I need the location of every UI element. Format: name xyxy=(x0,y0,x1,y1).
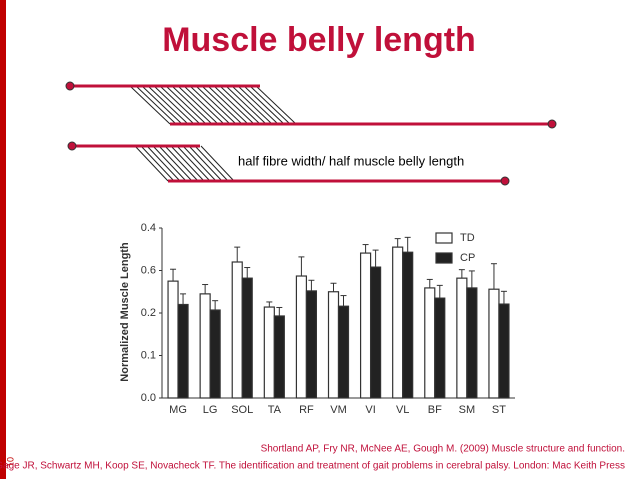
bar xyxy=(392,246,404,399)
x-tick-label: LG xyxy=(203,404,218,416)
annotation: half fibre width/ half muscle belly leng… xyxy=(238,153,464,168)
hatch xyxy=(194,145,229,182)
hatch xyxy=(153,85,195,125)
hatch xyxy=(195,85,237,125)
x-tick-label: BF xyxy=(428,404,442,416)
hatch xyxy=(140,145,175,182)
y-tick-label: 0.0 xyxy=(141,392,156,404)
bar xyxy=(466,287,478,399)
hatch xyxy=(189,85,231,125)
hatch xyxy=(225,85,267,125)
bar xyxy=(337,305,350,399)
bar xyxy=(498,303,510,399)
y-tick-label: 0.6 xyxy=(141,264,156,276)
y-tick-label: 0.1 xyxy=(141,349,156,361)
x-tick-label: SM xyxy=(459,404,476,416)
fibre-diagram xyxy=(65,81,557,186)
side-strip xyxy=(0,0,6,479)
x-tick-label: ST xyxy=(492,404,506,416)
hatch xyxy=(201,85,243,125)
hatch xyxy=(159,85,201,125)
bar xyxy=(327,291,340,399)
bar xyxy=(167,280,179,399)
hatch xyxy=(249,85,291,125)
bar xyxy=(295,275,308,399)
hatch xyxy=(158,145,193,182)
hatch xyxy=(177,85,219,125)
hatch xyxy=(164,145,199,182)
slide-number: 10 xyxy=(5,457,15,467)
hatch xyxy=(171,85,213,125)
hatch xyxy=(219,85,261,125)
hatch xyxy=(183,85,225,125)
hatch xyxy=(207,85,249,125)
hatch xyxy=(213,85,255,125)
bar xyxy=(231,261,243,399)
citation: In Gage JR, Schwartz MH, Koop SE, Novach… xyxy=(0,461,625,472)
hatch xyxy=(129,85,171,125)
bar xyxy=(369,266,382,399)
legend-label: TD xyxy=(460,232,475,244)
hatch xyxy=(176,145,211,182)
legend-swatch xyxy=(435,232,453,244)
hatch xyxy=(255,85,297,125)
slide-title: Muscle belly length xyxy=(162,21,476,59)
x-tick-label: MG xyxy=(169,404,187,416)
bar xyxy=(241,277,253,399)
hatch xyxy=(134,145,169,182)
hatch xyxy=(243,85,285,125)
legend-label: CP xyxy=(460,252,475,264)
bar xyxy=(177,303,189,399)
legend-swatch xyxy=(435,252,453,264)
hatch xyxy=(170,145,205,182)
x-tick-label: VI xyxy=(365,404,375,416)
hatch xyxy=(147,85,189,125)
hatch xyxy=(141,85,183,125)
bar xyxy=(263,306,275,399)
hatch xyxy=(152,145,187,182)
y-axis-label: Normalized Muscle Length xyxy=(119,242,131,382)
hatch xyxy=(146,145,181,182)
hatch xyxy=(135,85,177,125)
bar xyxy=(359,252,372,399)
bar xyxy=(305,290,318,399)
hatch xyxy=(182,145,217,182)
x-tick-label: VM xyxy=(330,404,347,416)
hatch xyxy=(165,85,207,125)
bar xyxy=(199,293,211,399)
bar xyxy=(209,309,221,399)
citation: Shortland AP, Fry NR, McNee AE, Gough M.… xyxy=(261,444,625,455)
y-tick-label: 0.4 xyxy=(141,222,156,234)
bar xyxy=(273,315,285,399)
x-tick-label: TA xyxy=(268,404,282,416)
x-tick-label: RF xyxy=(299,404,314,416)
bar xyxy=(456,277,468,399)
bar xyxy=(434,297,446,399)
x-tick-label: SOL xyxy=(231,404,253,416)
hatch xyxy=(231,85,273,125)
bar xyxy=(488,288,500,399)
hatch xyxy=(188,145,223,182)
bar xyxy=(424,287,436,399)
x-tick-label: VL xyxy=(396,404,409,416)
bar xyxy=(402,251,414,399)
hatch xyxy=(237,85,279,125)
y-tick-label: 0.2 xyxy=(141,307,156,319)
hatch xyxy=(200,145,235,182)
